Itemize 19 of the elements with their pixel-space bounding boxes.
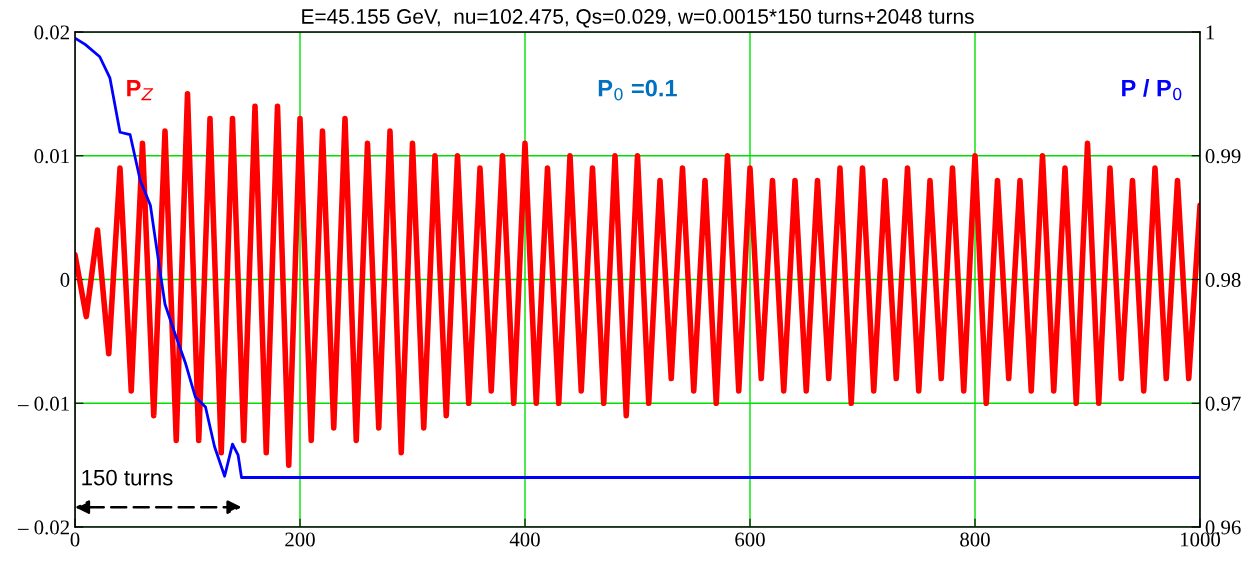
annotation: 150 turns <box>82 469 173 486</box>
series-label: P$_{Z}$ <box>127 80 154 101</box>
x-tick-label: 800 <box>960 532 990 547</box>
y-tick-label: 0.01 <box>34 149 69 164</box>
y2-tick-label: 0.99 <box>1205 149 1241 164</box>
x-tick-label: 600 <box>735 532 765 547</box>
x-tick-label: 400 <box>509 532 540 547</box>
y2-tick-label: 0.97 <box>1205 396 1241 411</box>
y2-tick-label: 0.98 <box>1205 272 1241 288</box>
x-tick-label: 200 <box>285 532 315 547</box>
y-tick-label: 0.02 <box>34 25 69 40</box>
y-tick-label: – 0.02 <box>17 520 69 535</box>
y-tick-label: 0 <box>60 272 70 287</box>
x-tick-label: 0 <box>70 532 80 547</box>
chart-title: E=45.155 GeV, nu=102.475, Qs=0.029, w=0.0015*150 turns+2048 turns <box>302 9 974 28</box>
y2-tick-label: 1 <box>1206 25 1215 40</box>
y-tick-label: – 0.01 <box>17 396 69 411</box>
text: P / P$_{0}$ <box>1122 79 1182 101</box>
annotation: P$_{0}$ =0.1 <box>598 79 677 101</box>
